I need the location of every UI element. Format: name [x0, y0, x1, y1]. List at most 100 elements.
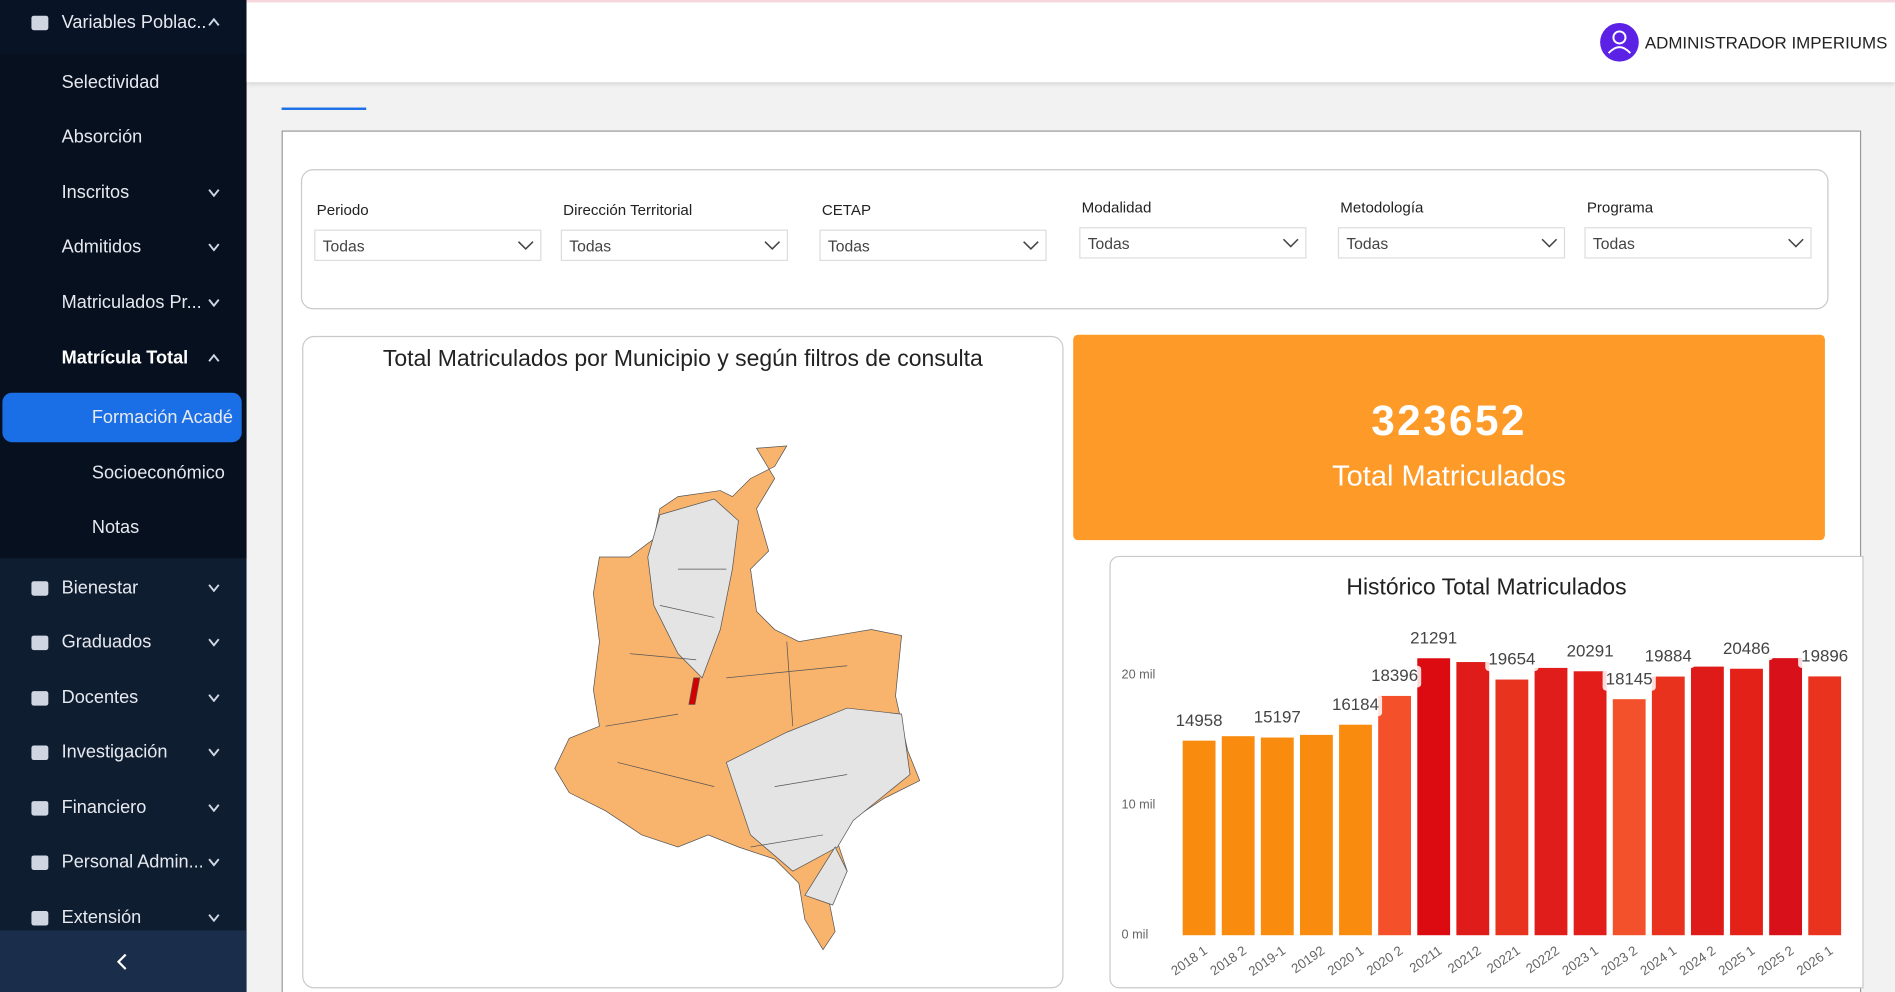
dropdown-arrow [517, 241, 534, 251]
menu-item[interactable]: Matriculados Pr... [61, 292, 202, 313]
bar [1769, 658, 1803, 936]
dropdown-arrow [1788, 238, 1804, 248]
menu-item[interactable]: Bienestar [61, 577, 139, 599]
chevron-line [208, 748, 220, 757]
arrow-line [1788, 238, 1804, 248]
bar [1534, 667, 1568, 936]
x-tick-label: 20212 [1445, 943, 1484, 976]
collapse-icon[interactable] [114, 952, 131, 971]
y-tick-label: 20 mil [1122, 667, 1156, 681]
chevron-line [208, 914, 220, 922]
filter-dropdown[interactable]: Todas [560, 229, 788, 261]
chevron-line [208, 299, 220, 307]
chevron [208, 638, 220, 647]
data-label: 19884 [1645, 647, 1692, 666]
chevron [208, 189, 220, 197]
label-background [1798, 646, 1852, 668]
menu-item[interactable]: Financiero [61, 797, 147, 819]
y-tick-label: 0 mil [1122, 928, 1149, 942]
collapse-bar[interactable] [0, 930, 247, 992]
bar [1456, 662, 1490, 936]
bar [1651, 676, 1685, 936]
data-label: 15197 [1254, 708, 1301, 727]
x-tick-label: 2025 2 [1755, 943, 1797, 979]
map-card: Total Matriculados por Municipio y según… [302, 335, 1064, 989]
filter-dropdown[interactable]: Todas [314, 229, 542, 261]
y-tick-label: 10 mil [1122, 797, 1156, 811]
x-tick-label: 2023 2 [1598, 943, 1640, 979]
chevron [208, 748, 220, 757]
label-background [1250, 707, 1304, 730]
map-title: Total Matriculados por Municipio y según… [382, 346, 983, 373]
x-tick-label: 20192 [1289, 943, 1328, 976]
x-tick-label: 2018 1 [1168, 943, 1210, 979]
menu-item[interactable]: Extensión [61, 907, 142, 928]
menu-icon [31, 691, 49, 706]
label-background [1172, 710, 1226, 733]
label-background [1641, 646, 1695, 669]
filter-dropdown[interactable]: Todas [1337, 227, 1566, 259]
arrow-line [1541, 238, 1558, 248]
data-label: 21291 [1410, 628, 1457, 647]
chevron [208, 299, 220, 307]
bar [1417, 658, 1451, 936]
x-tick-label: 2018 2 [1207, 943, 1249, 979]
filter-label: Periodo [316, 201, 369, 219]
filter-label: Dirección Territorial [563, 201, 693, 219]
filter-dropdown[interactable]: Todas [819, 229, 1047, 261]
x-tick-label: 20222 [1523, 943, 1562, 976]
menu-item[interactable]: Selectividad [61, 72, 160, 94]
menu-icon [31, 855, 49, 870]
data-label: 14958 [1176, 711, 1223, 730]
menu-item[interactable]: Inscritos [61, 182, 130, 203]
menu-icon [31, 15, 49, 31]
filter-label: Modalidad [1081, 199, 1152, 217]
x-tick-label: 2019-1 [1246, 943, 1288, 979]
sidebar: Variables Poblac... Selectividad Absorción… [0, 0, 247, 992]
bar [1573, 671, 1607, 936]
map [554, 445, 921, 951]
menu-item[interactable]: Variables Poblac... [61, 12, 207, 33]
bar-chart: Histórico Total Matriculados 0 mil 10 mil… [1122, 574, 1852, 979]
data-label: 16184 [1332, 695, 1379, 714]
chevron-line [208, 694, 220, 703]
menu-item[interactable]: Socioeconómico [91, 462, 225, 484]
dropdown-arrow [1541, 238, 1558, 248]
filter-dropdown[interactable]: Todas [1079, 227, 1307, 259]
menu-item[interactable]: Personal Admin... [61, 851, 204, 873]
label-background [1563, 641, 1617, 663]
menu-item[interactable]: Admitidos [61, 236, 142, 258]
filter-dropdown[interactable]: Todas [1584, 227, 1812, 259]
label-background [1328, 694, 1383, 717]
avatar[interactable] [1600, 22, 1639, 62]
kpi-value: 323652 [1371, 397, 1527, 445]
menu-item[interactable]: Graduados [61, 631, 152, 653]
menu-item[interactable]: Matrícula Total [61, 347, 189, 369]
x-tick-label: 20221 [1484, 943, 1523, 976]
label-background [1407, 628, 1461, 650]
menu-item[interactable]: Docentes [61, 687, 139, 709]
menu-item[interactable]: Absorción [61, 126, 143, 148]
filter-label: Programa [1586, 199, 1654, 217]
chart-title: Histórico Total Matriculados [1346, 574, 1626, 600]
chevron-line [208, 858, 220, 867]
dropdown-arrow [1282, 238, 1299, 248]
bar [1690, 666, 1724, 936]
menu-item[interactable]: Formación Acadé [91, 407, 233, 428]
bar [1730, 668, 1763, 936]
submenu [0, 53, 247, 559]
x-tick-label: 2024 2 [1676, 943, 1718, 979]
bar [1495, 679, 1529, 936]
menu-item[interactable]: Investigación [61, 741, 168, 763]
x-tick-label: 2025 1 [1716, 943, 1758, 979]
data-label: 20291 [1567, 641, 1614, 660]
menu-item[interactable]: Notas [91, 517, 140, 538]
x-tick-label: 2026 1 [1794, 943, 1836, 979]
chart-card: Histórico Total Matriculados 0 mil 10 mil… [1109, 555, 1864, 989]
label-background [1485, 649, 1539, 672]
user-name[interactable]: ADMINISTRADOR IMPERIUMS [1644, 32, 1888, 52]
chevron [208, 243, 220, 252]
data-label: 18145 [1606, 669, 1653, 688]
chevron [208, 914, 220, 922]
